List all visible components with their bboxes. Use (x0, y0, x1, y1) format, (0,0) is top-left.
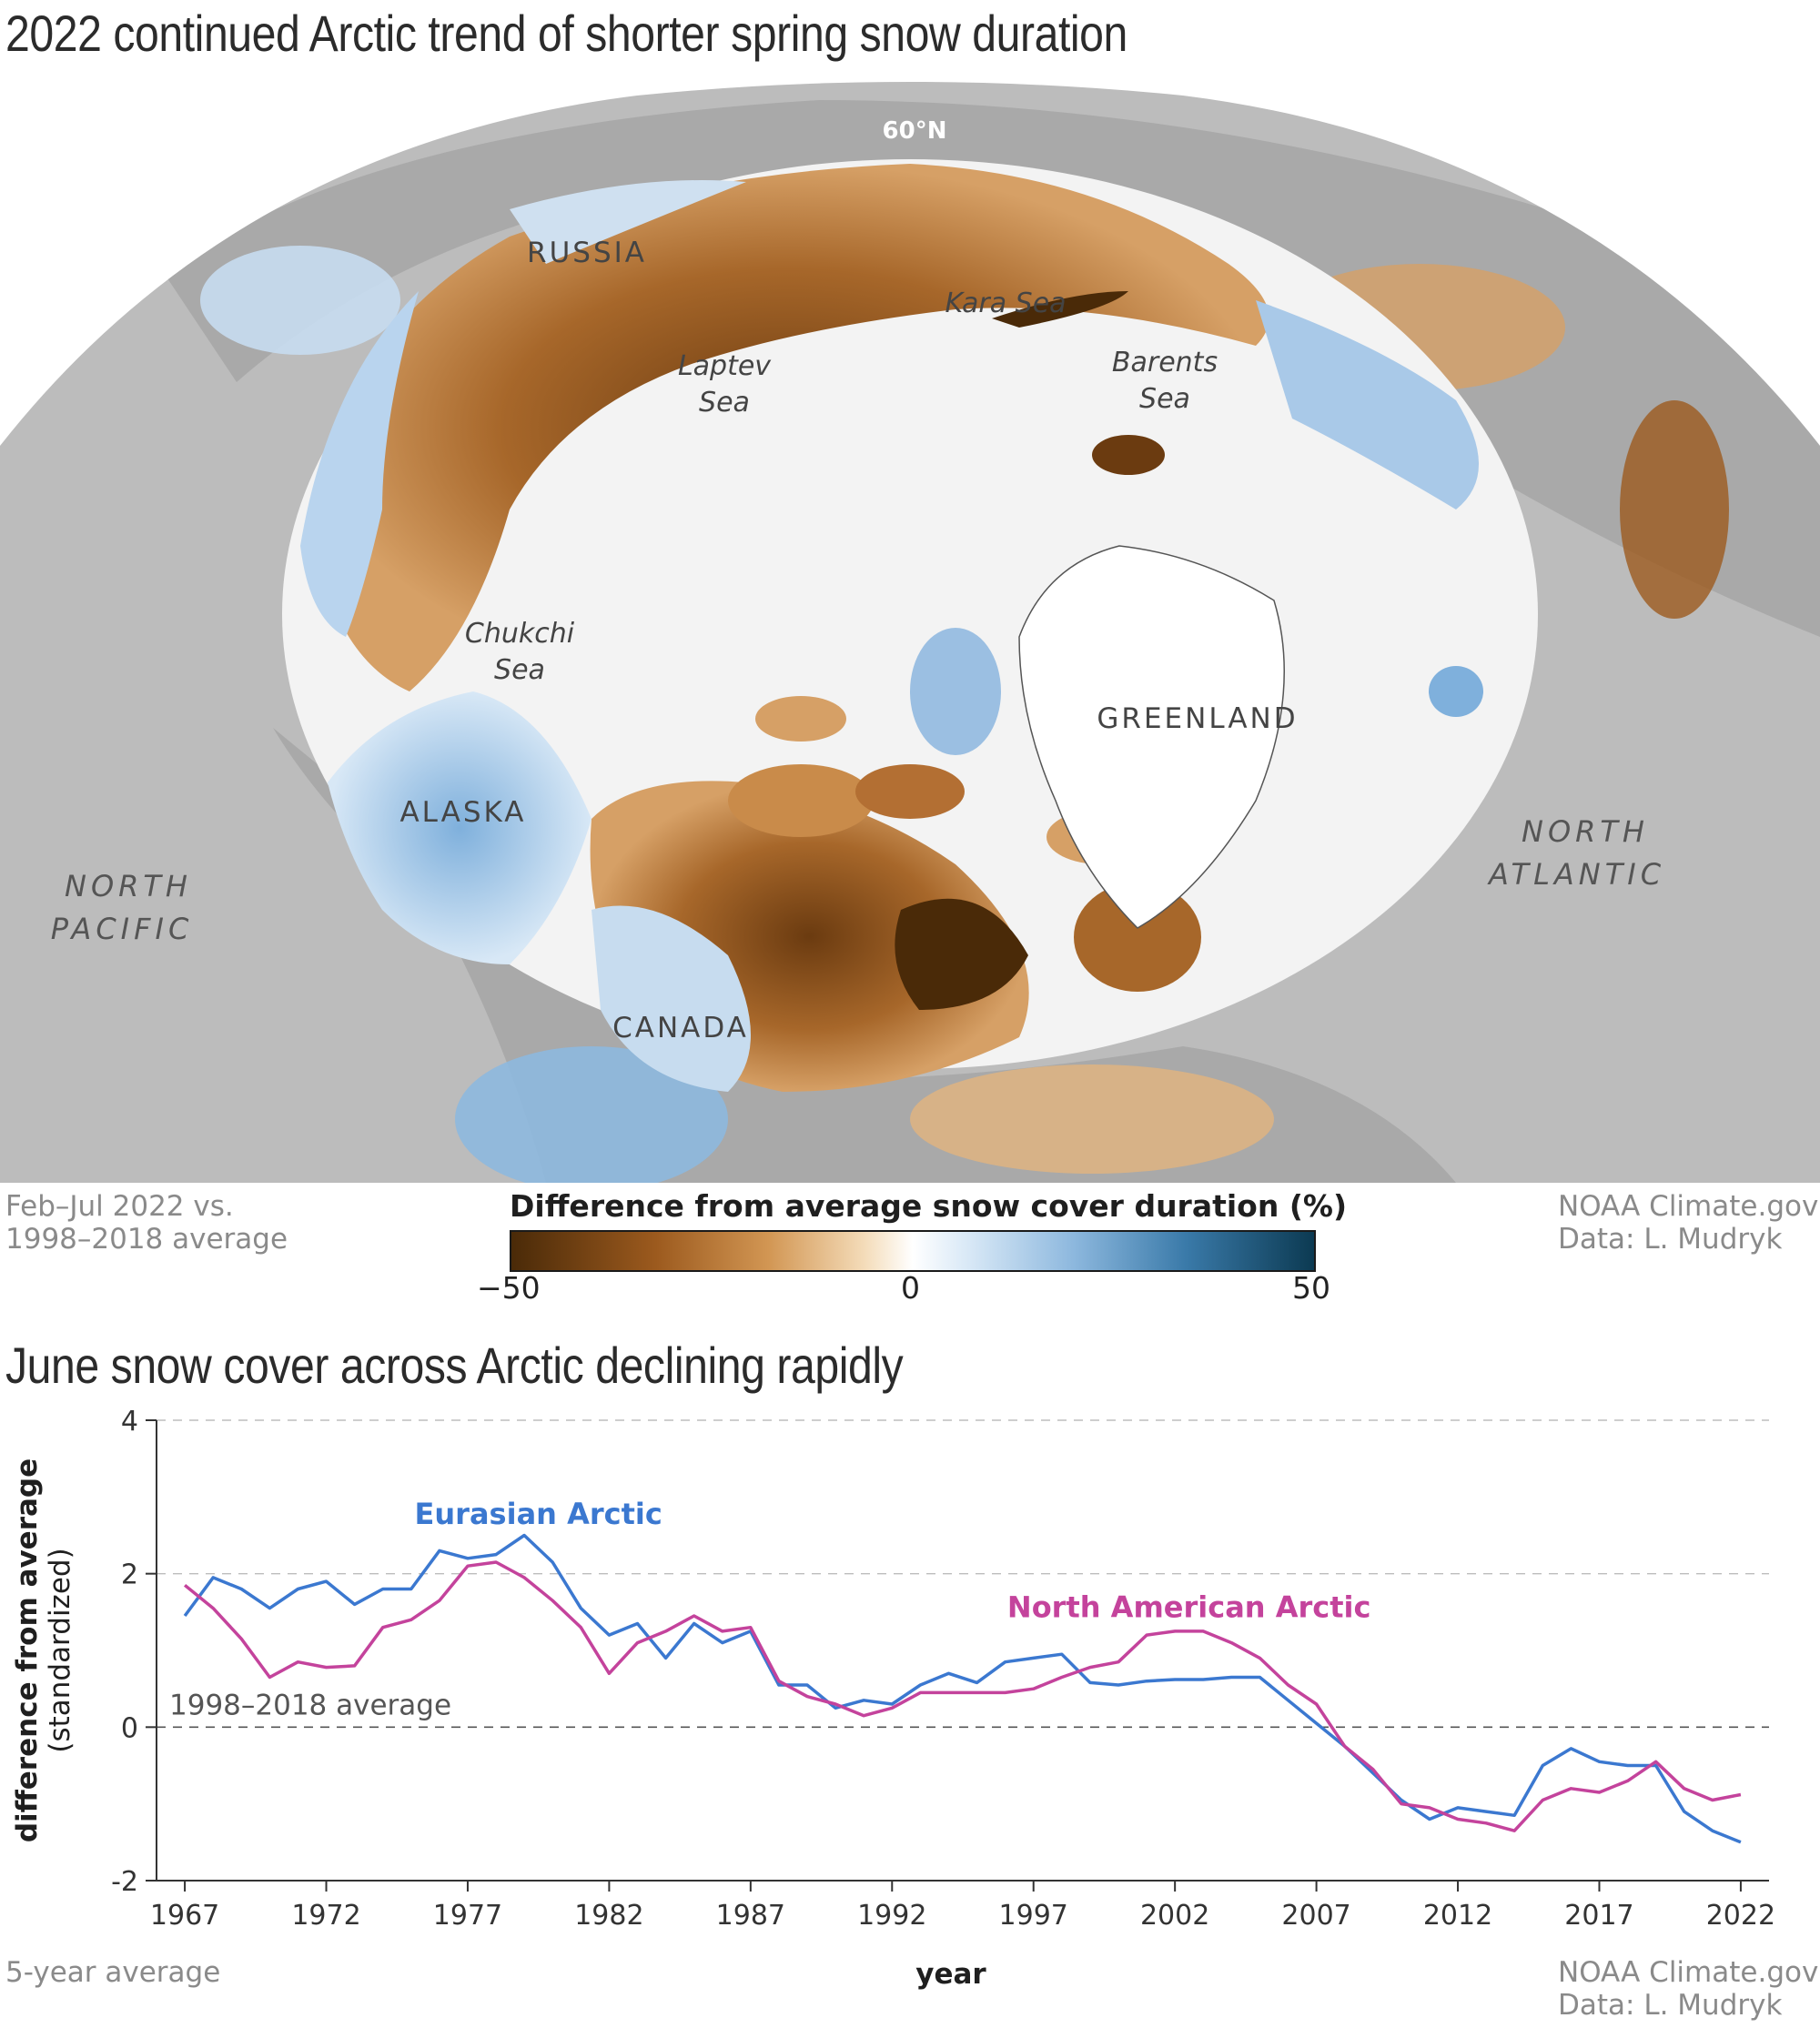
label-north-pacific-1: NORTH (65, 869, 192, 903)
label-barents-sea-2: Sea (1139, 383, 1190, 415)
chart-credit-line1: NOAA Climate.gov (1558, 1956, 1819, 1989)
label-laptev-sea-2: Sea (699, 387, 750, 419)
label-chukchi-sea-2: Sea (494, 654, 545, 686)
map-period-note-line2: 1998–2018 average (5, 1223, 288, 1256)
eurasian-arctic-land (309, 164, 1269, 691)
colorbar-title: Difference from average snow cover durat… (510, 1188, 1348, 1224)
alaska-land (328, 691, 592, 964)
y-tick-label: 0 (121, 1712, 138, 1744)
x-tick-label: 2022 (1706, 1900, 1775, 1932)
map-credit-line1: NOAA Climate.gov (1558, 1190, 1819, 1223)
colorbar-mid-label: 0 (901, 1270, 920, 1306)
chart-footer-note: 5-year average (5, 1956, 221, 1989)
colorbar-max-label: 50 (1292, 1270, 1330, 1306)
x-tick-label: 2007 (1281, 1900, 1350, 1932)
label-chukchi-sea-1: Chukchi (465, 618, 575, 650)
x-tick-label: 1977 (433, 1900, 502, 1932)
x-tick-label: 1987 (716, 1900, 785, 1932)
map-period-note-line1: Feb–Jul 2022 vs. (5, 1190, 234, 1223)
label-kara-sea: Kara Sea (945, 288, 1066, 319)
snow-cover-line-chart: -2 0 2 4 1967 1972 1977 1982 1987 1992 1997 2002 200… (11, 1406, 1775, 1991)
x-axis-label: year (915, 1958, 986, 1991)
x-tick-label: 2012 (1423, 1900, 1492, 1932)
label-north-atlantic-1: NORTH (1522, 814, 1649, 849)
x-tick-label: 1997 (999, 1900, 1068, 1932)
label-canada: CANADA (612, 1012, 749, 1044)
map-credit-line2: Data: L. Mudryk (1558, 1223, 1783, 1256)
map-period-note: Feb–Jul 2022 vs. 1998–2018 average (5, 1190, 288, 1256)
x-tick-label: 1982 (574, 1900, 643, 1932)
x-tick-label: 1972 (291, 1900, 360, 1932)
y-axis-label: difference from average(standardized) (11, 1458, 76, 1842)
y-tick-label: 4 (121, 1406, 138, 1438)
y-tick-label: 2 (121, 1559, 138, 1591)
series-label-eurasian-arctic: Eurasian Arctic (415, 1497, 662, 1531)
x-tick-label: 1967 (150, 1900, 219, 1932)
x-tick-label: 2002 (1140, 1900, 1209, 1932)
arctic-snow-map: 60°N RUSSIA Kara Sea Laptev Sea Barents … (0, 82, 1820, 1183)
latitude-label: 60°N (883, 117, 947, 145)
eurasia-outer-land (164, 100, 1820, 637)
reference-line-label: 1998–2018 average (169, 1689, 451, 1721)
x-tick-label: 2017 (1564, 1900, 1633, 1932)
label-greenland: GREENLAND (1097, 702, 1298, 735)
map-title: 2022 continued Arctic trend of shorter s… (5, 5, 1127, 62)
chart-credit: NOAA Climate.gov Data: L. Mudryk (1558, 1956, 1818, 2022)
x-tick-label: 1992 (857, 1900, 926, 1932)
series-line-north-american-arctic (183, 1560, 1742, 1832)
chart-title: June snow cover across Arctic declining … (5, 1337, 904, 1394)
colorbar (510, 1230, 1316, 1272)
chart-credit-line2: Data: L. Mudryk (1558, 1989, 1783, 2022)
label-alaska: ALASKA (399, 796, 526, 829)
label-north-atlantic-2: ATLANTIC (1487, 857, 1665, 892)
colorbar-min-label: −50 (477, 1270, 541, 1306)
label-laptev-sea-1: Laptev (678, 350, 772, 382)
map-credit: NOAA Climate.gov Data: L. Mudryk (1558, 1190, 1818, 1256)
label-russia: RUSSIA (527, 237, 647, 269)
label-barents-sea-1: Barents (1112, 347, 1218, 378)
y-tick-label: -2 (111, 1866, 138, 1898)
label-north-pacific-2: PACIFIC (51, 912, 194, 946)
greenland-land (1018, 545, 1285, 929)
series-label-north-american-arctic: North American Arctic (1007, 1590, 1371, 1625)
series-line-eurasian-arctic (183, 1533, 1742, 1844)
